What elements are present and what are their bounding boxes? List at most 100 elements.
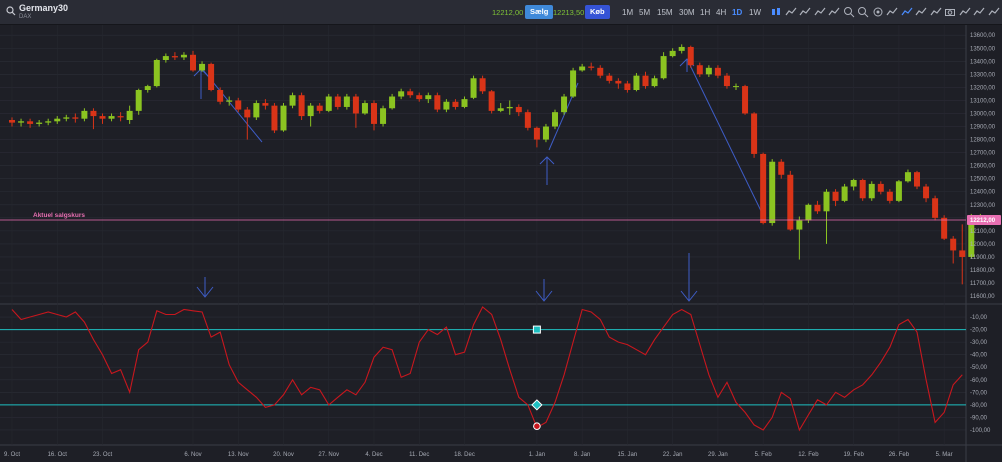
erase-icon[interactable] bbox=[930, 6, 942, 18]
candle-body bbox=[361, 103, 368, 114]
timeframe-1w[interactable]: 1W bbox=[749, 8, 761, 17]
candle-body bbox=[244, 109, 251, 118]
oscillator-line bbox=[11, 306, 963, 432]
candle-body bbox=[416, 95, 423, 100]
candle-body bbox=[253, 103, 260, 118]
candle-body bbox=[434, 95, 441, 110]
candle-body bbox=[452, 101, 459, 107]
oscillator-tick: -80,00 bbox=[970, 403, 988, 409]
candles-icon[interactable] bbox=[770, 6, 782, 18]
indicator-icon[interactable] bbox=[799, 6, 811, 18]
zoom-out-icon[interactable] bbox=[857, 6, 869, 18]
candle-body bbox=[552, 112, 558, 127]
date-tick: 5. Mar bbox=[936, 452, 953, 458]
date-tick: 9. Oct bbox=[4, 452, 20, 458]
timeframe-1d[interactable]: 1D bbox=[732, 8, 743, 17]
candle-body bbox=[9, 120, 15, 123]
price-tick: 11600,00 bbox=[970, 294, 995, 300]
candle-body bbox=[171, 56, 178, 58]
date-tick: 27. Nov bbox=[318, 452, 339, 458]
candle-body bbox=[932, 198, 939, 218]
candle-body bbox=[904, 172, 911, 182]
candle-body bbox=[27, 121, 34, 124]
candle-body bbox=[36, 122, 43, 124]
pen-icon[interactable] bbox=[901, 6, 913, 18]
price-tick: 12800,00 bbox=[970, 138, 996, 144]
date-tick: 8. Jan bbox=[574, 452, 590, 458]
date-tick: 26. Feb bbox=[889, 452, 910, 458]
camera-icon[interactable] bbox=[944, 6, 956, 18]
signal-marker bbox=[533, 422, 541, 430]
candle-body bbox=[868, 183, 875, 199]
expand-icon[interactable] bbox=[988, 6, 1000, 18]
candle-body bbox=[271, 105, 278, 131]
bars-icon[interactable] bbox=[828, 6, 840, 18]
price-tick: 12600,00 bbox=[970, 164, 996, 170]
line-chart-icon[interactable] bbox=[785, 6, 797, 18]
date-tick: 22. Jan bbox=[663, 452, 683, 458]
candle-body bbox=[714, 67, 721, 76]
price-axis: 13600,00 13500,00 13400,00 13300,00 13200,00… bbox=[970, 33, 996, 300]
date-tick: 16. Oct bbox=[48, 452, 68, 458]
price-tick: 13400,00 bbox=[970, 59, 996, 65]
price-tick: 11700,00 bbox=[970, 281, 995, 287]
date-tick: 6. Nov bbox=[184, 452, 201, 458]
candle-body bbox=[280, 105, 287, 131]
candle-body bbox=[190, 54, 196, 71]
candle-body bbox=[497, 108, 504, 111]
candle-body bbox=[72, 117, 79, 119]
candle-body bbox=[615, 80, 622, 84]
timeframe-15m[interactable]: 15M bbox=[657, 8, 673, 17]
timeframe-4h[interactable]: 4H bbox=[716, 8, 727, 17]
oscillator-tick: -50,00 bbox=[970, 365, 988, 371]
candle-body bbox=[307, 105, 314, 117]
date-tick: 11. Dec bbox=[409, 452, 429, 458]
timeframe-1m[interactable]: 1M bbox=[622, 8, 634, 17]
candle-body bbox=[515, 106, 522, 113]
current-price-label: Aktuel salgskurs bbox=[33, 212, 85, 219]
settings-icon[interactable] bbox=[872, 6, 884, 18]
candle-body bbox=[45, 121, 52, 123]
buy-button[interactable]: Køb bbox=[585, 5, 610, 19]
candle-body bbox=[705, 67, 712, 75]
price-tick: 13600,00 bbox=[970, 33, 996, 39]
candle-body bbox=[126, 110, 133, 120]
candle-body bbox=[380, 108, 387, 124]
candle-body bbox=[262, 103, 269, 106]
price-chart[interactable]: 13600,00 13500,00 13400,00 13300,00 13200,00… bbox=[0, 25, 1002, 462]
date-tick: 1. Jan bbox=[529, 452, 545, 458]
candle-body bbox=[895, 181, 902, 201]
search-icon[interactable] bbox=[6, 6, 16, 16]
zoom-in-icon[interactable] bbox=[843, 6, 855, 18]
date-axis: 9. Oct 16. Oct 23. Oct 6. Nov 13. Nov 20. Nov… bbox=[4, 452, 953, 458]
timeframe-5m[interactable]: 5M bbox=[639, 8, 651, 17]
candle-body bbox=[108, 116, 115, 119]
candle-body bbox=[597, 67, 604, 76]
trend-icon[interactable] bbox=[886, 6, 898, 18]
arrow-up-head bbox=[539, 156, 555, 165]
candle-body bbox=[325, 96, 332, 111]
arrow-down-head bbox=[535, 290, 553, 302]
area-chart-icon[interactable] bbox=[814, 6, 826, 18]
top-toolbar: Germany30 DAX 12212,00 Sælg 12213,50 Køb… bbox=[0, 0, 1002, 25]
timeframe-1h[interactable]: 1H bbox=[700, 8, 711, 17]
sell-button[interactable]: Sælg bbox=[525, 5, 554, 19]
candle-body bbox=[941, 217, 948, 239]
price-tick: 12500,00 bbox=[970, 177, 996, 183]
candle-body bbox=[642, 75, 649, 87]
candle-body bbox=[877, 183, 884, 192]
candle-body bbox=[289, 95, 296, 106]
candle-body bbox=[217, 90, 224, 102]
candle-body bbox=[696, 65, 703, 75]
oscillator-tick: -60,00 bbox=[970, 378, 988, 384]
magnet-icon[interactable] bbox=[959, 6, 971, 18]
candle-body bbox=[470, 78, 477, 98]
candle-body bbox=[923, 186, 930, 199]
fullscreen-icon[interactable] bbox=[973, 6, 985, 18]
timeframe-30m[interactable]: 30M bbox=[679, 8, 695, 17]
cursor-icon[interactable] bbox=[915, 6, 927, 18]
candle-body bbox=[343, 96, 350, 107]
candle-body bbox=[814, 204, 821, 212]
instrument-name[interactable]: Germany30 bbox=[19, 3, 69, 13]
price-tick: 12900,00 bbox=[970, 125, 996, 131]
